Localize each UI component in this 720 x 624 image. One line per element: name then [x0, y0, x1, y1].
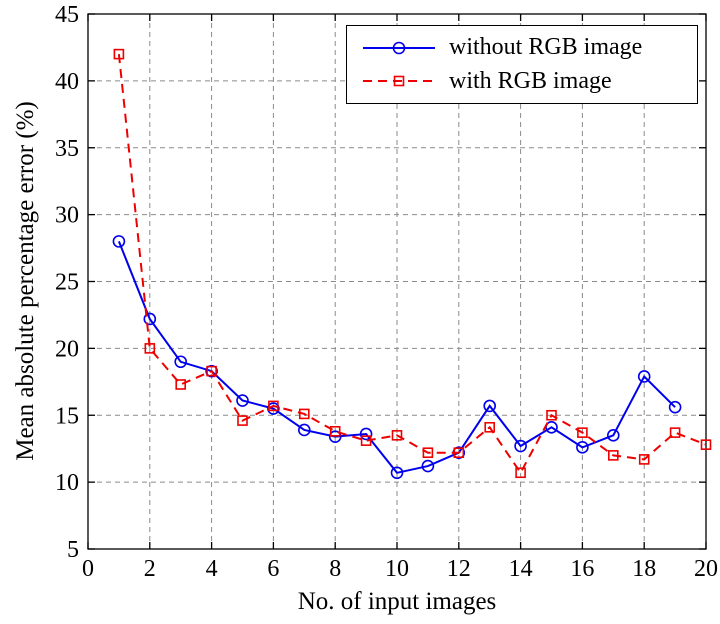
svg-text:10: 10 [55, 470, 79, 496]
svg-text:35: 35 [55, 136, 79, 162]
svg-text:6: 6 [267, 556, 279, 582]
svg-text:16: 16 [570, 556, 594, 582]
svg-text:0: 0 [82, 556, 94, 582]
legend-item-without-rgb: without RGB image [347, 34, 697, 61]
svg-text:30: 30 [55, 203, 79, 229]
svg-text:45: 45 [55, 2, 79, 28]
svg-text:10: 10 [385, 556, 409, 582]
svg-text:18: 18 [632, 556, 656, 582]
svg-text:20: 20 [694, 556, 718, 582]
svg-text:12: 12 [447, 556, 471, 582]
svg-text:2: 2 [144, 556, 156, 582]
legend-label-without-rgb: without RGB image [449, 34, 643, 61]
svg-text:8: 8 [329, 556, 341, 582]
svg-text:4: 4 [206, 556, 218, 582]
svg-text:14: 14 [509, 556, 533, 582]
legend: without RGB image with RGB image [346, 25, 698, 104]
svg-text:40: 40 [55, 69, 79, 95]
svg-text:5: 5 [67, 537, 79, 563]
x-axis-label: No. of input images [297, 588, 497, 615]
legend-sample-red-line [363, 75, 435, 87]
svg-text:15: 15 [55, 403, 79, 429]
legend-item-with-rgb: with RGB image [347, 68, 697, 95]
svg-text:25: 25 [55, 270, 79, 296]
legend-sample-blue-line [363, 41, 435, 55]
svg-text:20: 20 [55, 336, 79, 362]
legend-label-with-rgb: with RGB image [449, 67, 612, 94]
y-axis-label: Mean absolute percentage error (%) [12, 101, 39, 461]
